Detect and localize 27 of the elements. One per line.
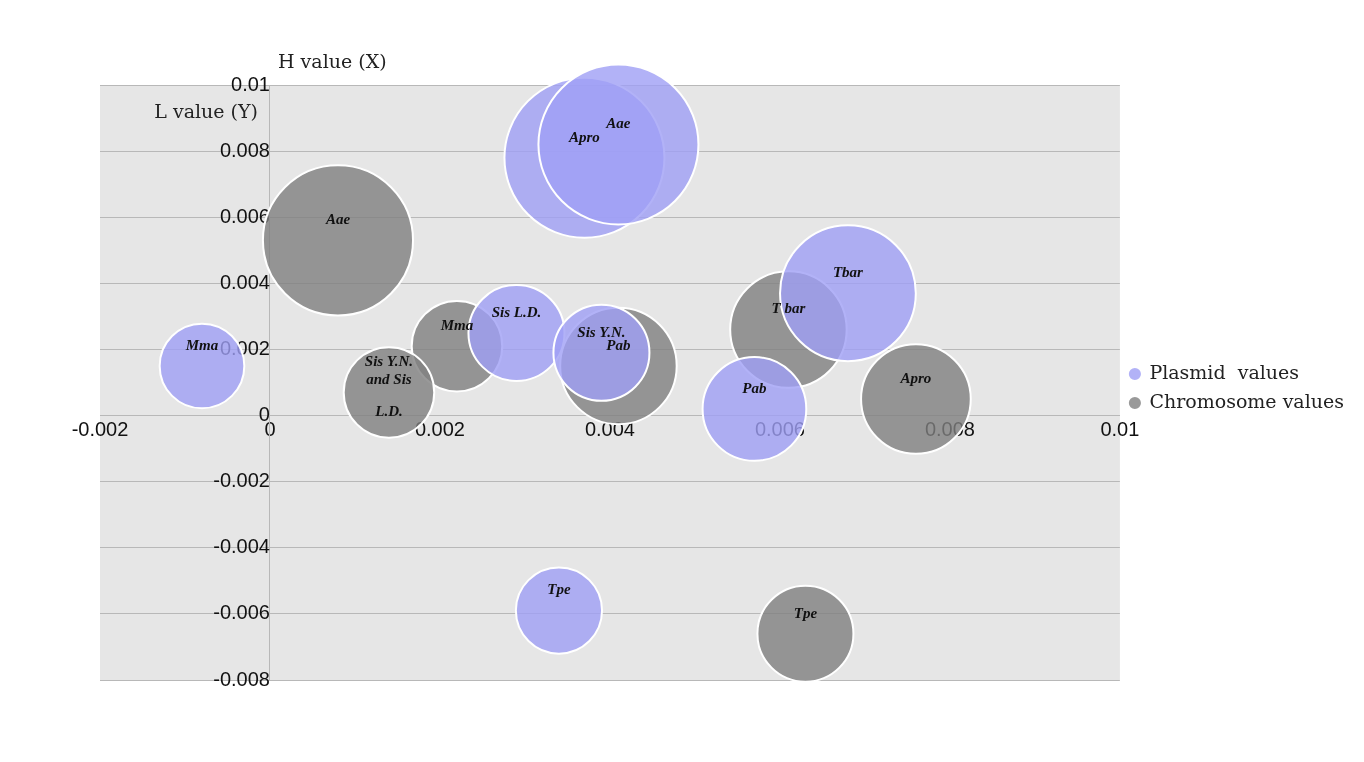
annotation: Sis L.D. — [491, 303, 542, 320]
annotation: Apro — [568, 128, 600, 145]
annotation: Tpe — [547, 581, 571, 598]
annotation: Sis Y.N. and Sis L.D. — [364, 353, 414, 420]
y-tick-label: -0.002 — [213, 469, 270, 492]
legend-label: Chromosome values — [1149, 389, 1345, 412]
x-tick-label: 0.01 — [1100, 418, 1140, 441]
y-tick-label: 0.01 — [231, 72, 270, 95]
legend-label: Plasmid values — [1149, 360, 1300, 383]
y-tick-label: -0.008 — [213, 667, 270, 690]
x-tick-label: 0.002 — [414, 418, 465, 441]
annotation: Aae — [605, 115, 631, 132]
annotation: Mma — [184, 336, 219, 353]
annotation: Aae — [324, 211, 351, 228]
y-tick-label: 0.004 — [219, 270, 270, 293]
x-tick-label: -0.002 — [71, 418, 129, 441]
y-tick-label: -0.004 — [213, 535, 270, 558]
y-axis-title: L value (Y) — [154, 99, 258, 122]
y-tick-label: 0.006 — [219, 204, 270, 227]
x-axis-title: H value (X) — [277, 49, 387, 72]
annotation: Pab — [742, 379, 768, 396]
annotation: Tpe — [793, 604, 818, 621]
y-tick-label: -0.006 — [213, 601, 270, 624]
annotation: Tbar — [832, 264, 864, 281]
annotation: T bar — [771, 300, 806, 317]
annotation: Apro — [899, 369, 932, 386]
y-tick-label: 0.008 — [219, 138, 270, 161]
